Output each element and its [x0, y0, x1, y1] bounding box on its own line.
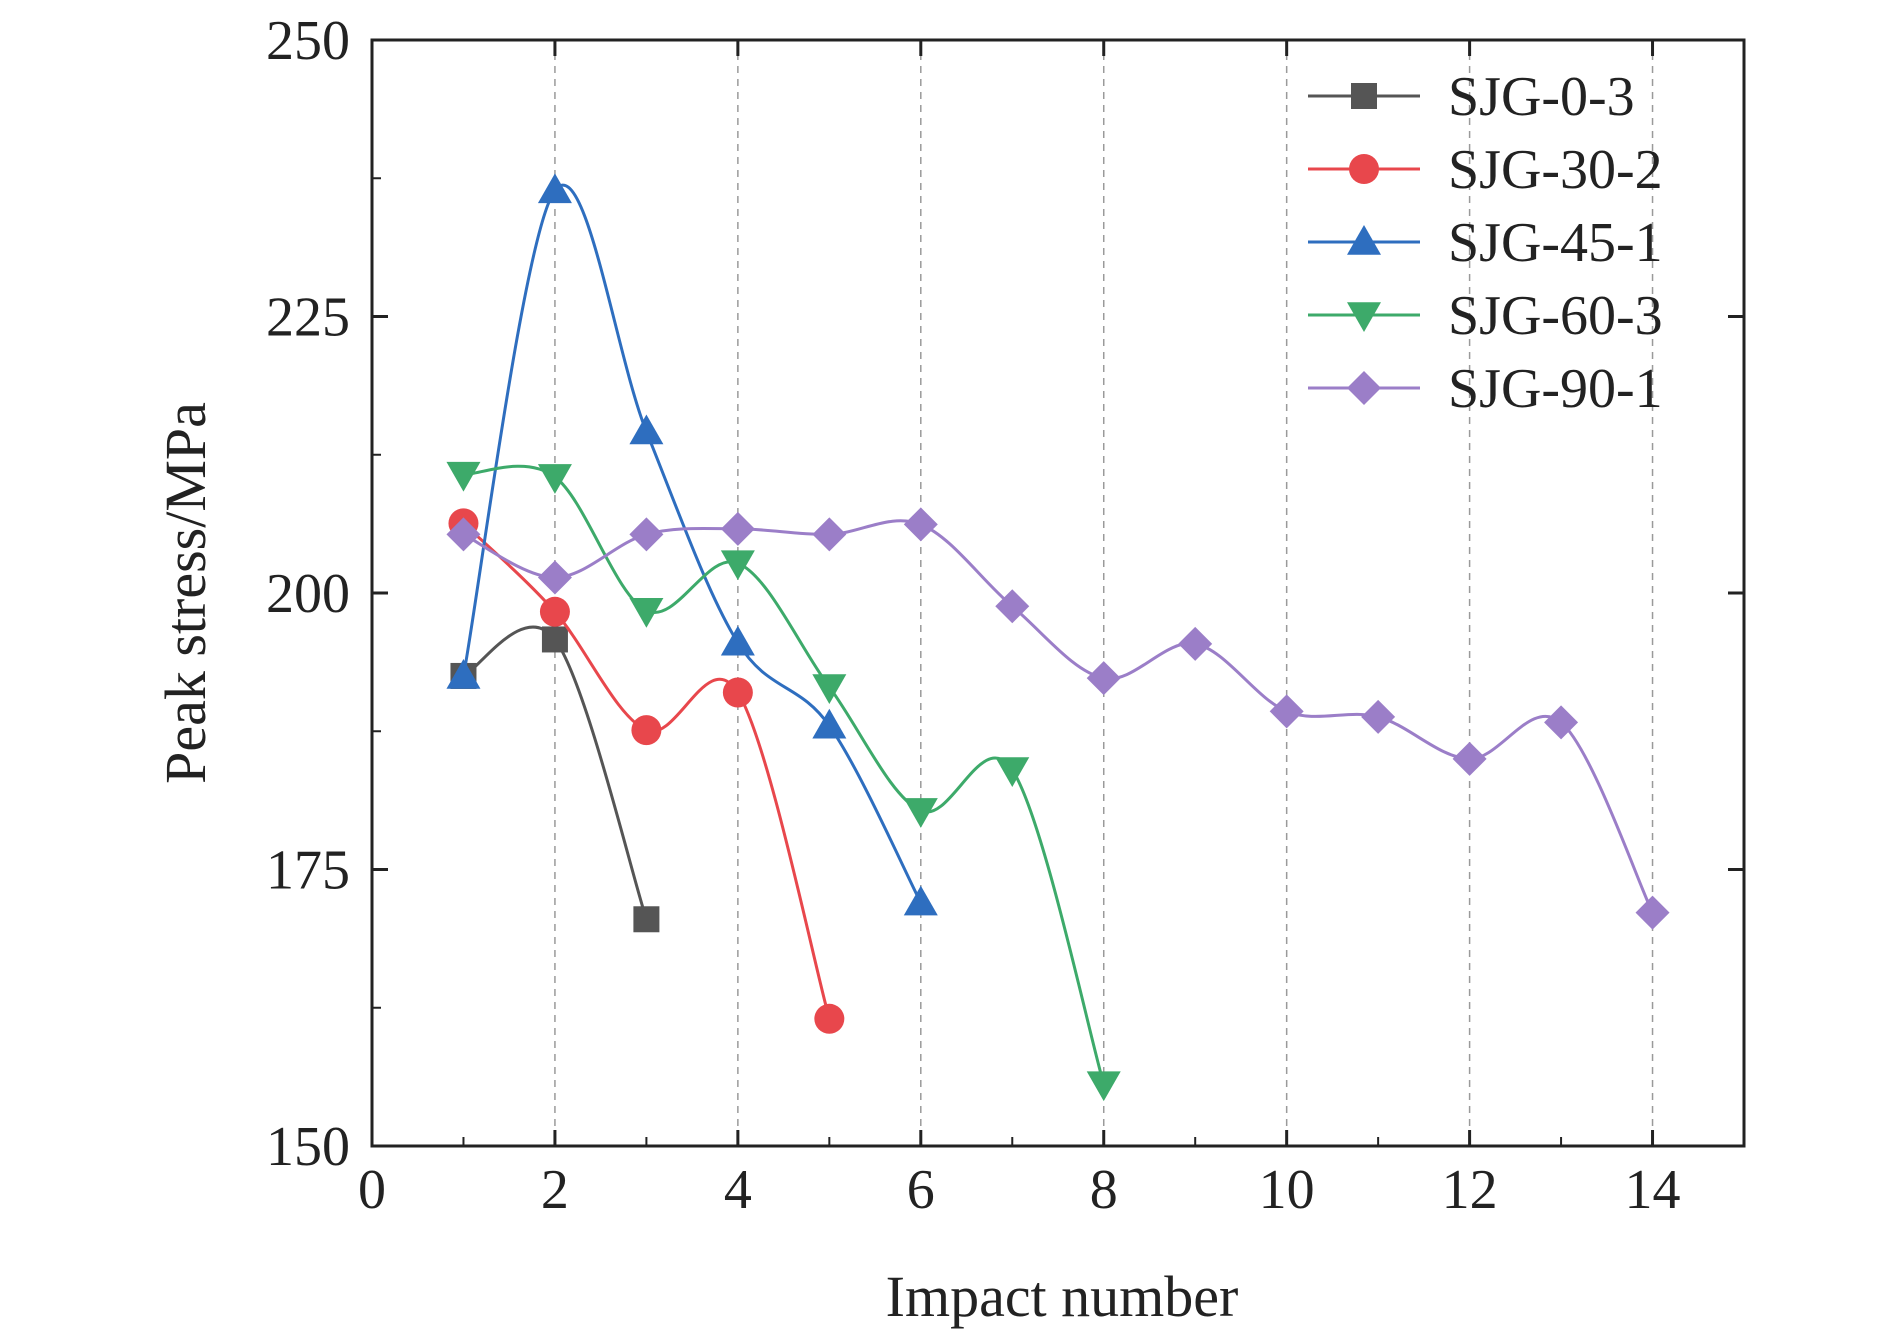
data-point: [446, 517, 481, 552]
series-sjg-90-1: [446, 507, 1670, 930]
legend-item: SJG-30-2: [1308, 139, 1663, 201]
x-tick-label: 12: [1442, 1159, 1498, 1221]
data-point: [720, 625, 755, 656]
y-tick-label: 150: [266, 1116, 350, 1178]
axes: 0 2 4 6 8 10 12 14 150 175 200 225 250 Impact number P…: [153, 10, 1746, 1329]
data-point: [1544, 705, 1579, 740]
data-point: [1361, 699, 1396, 734]
data-point: [537, 464, 572, 494]
data-point: [541, 626, 568, 653]
series-line: [462, 625, 648, 920]
legend-label: SJG-0-3: [1448, 66, 1635, 128]
x-tick-label: 0: [358, 1159, 386, 1221]
series-sjg-60-3: [446, 461, 1121, 1102]
legend-item: SJG-60-3: [1308, 285, 1663, 347]
y-tick-label: 200: [266, 563, 350, 625]
legend-marker: [1347, 371, 1381, 405]
data-point: [720, 550, 755, 581]
legend-label: SJG-90-1: [1448, 358, 1663, 420]
series-line: [461, 183, 923, 904]
data-point: [629, 414, 664, 445]
series-line: [463, 464, 1106, 1085]
x-tick-label: 6: [907, 1159, 935, 1221]
data-point: [1086, 1071, 1121, 1102]
series-sjg-45-1: [446, 173, 938, 916]
data-point: [537, 173, 572, 204]
data-point: [631, 715, 662, 746]
data-point: [1269, 694, 1304, 729]
data-point: [812, 708, 847, 739]
data-point: [814, 1003, 845, 1034]
y-tick-label: 250: [266, 10, 350, 72]
legend-item: SJG-90-1: [1308, 358, 1663, 420]
legend-marker: [1347, 225, 1381, 255]
data-point: [537, 560, 572, 595]
data-point: [446, 461, 481, 492]
y-tick-label: 225: [266, 287, 350, 349]
legend: SJG-0-3 SJG-30-2 SJG-45-1 SJG-60-3 SJG-90-1: [1308, 66, 1663, 420]
data-point: [903, 507, 938, 542]
series-layer: [446, 173, 1670, 1102]
data-point: [903, 885, 938, 916]
data-point: [995, 757, 1030, 787]
series-sjg-30-2: [448, 508, 845, 1034]
legend-marker: [1347, 302, 1381, 332]
legend-label: SJG-30-2: [1448, 139, 1663, 201]
x-tick-label: 8: [1090, 1159, 1118, 1221]
legend-item: SJG-45-1: [1308, 212, 1663, 274]
data-point: [995, 589, 1030, 624]
data-point: [812, 674, 847, 705]
x-tick-label: 2: [541, 1159, 569, 1221]
data-point: [629, 597, 664, 628]
data-point: [722, 677, 753, 708]
legend-label: SJG-45-1: [1448, 212, 1663, 274]
data-point: [720, 511, 755, 546]
y-tick-label: 175: [266, 840, 350, 902]
data-point: [446, 658, 481, 689]
data-point: [1178, 626, 1213, 661]
data-point: [1452, 741, 1487, 776]
legend-marker: [1351, 83, 1377, 109]
grid-lines: [554, 40, 1654, 1146]
x-axis-title: Impact number: [886, 1264, 1239, 1329]
series-sjg-0-3: [450, 625, 660, 933]
x-tick-label: 10: [1259, 1159, 1315, 1221]
data-point: [539, 596, 570, 627]
data-point: [629, 517, 664, 552]
data-point: [633, 906, 660, 933]
data-point: [903, 798, 938, 828]
plot-frame: [370, 38, 1746, 1148]
data-point: [1635, 895, 1670, 930]
x-tick-label: 14: [1625, 1159, 1681, 1221]
series-line: [462, 522, 831, 1020]
x-tick-label: 4: [724, 1159, 752, 1221]
legend-item: SJG-0-3: [1308, 66, 1635, 128]
legend-label: SJG-60-3: [1448, 285, 1663, 347]
legend-marker: [1349, 154, 1379, 184]
data-point: [812, 517, 847, 552]
y-axis-title: Peak stress/MPa: [153, 402, 218, 784]
data-point: [1086, 661, 1121, 696]
